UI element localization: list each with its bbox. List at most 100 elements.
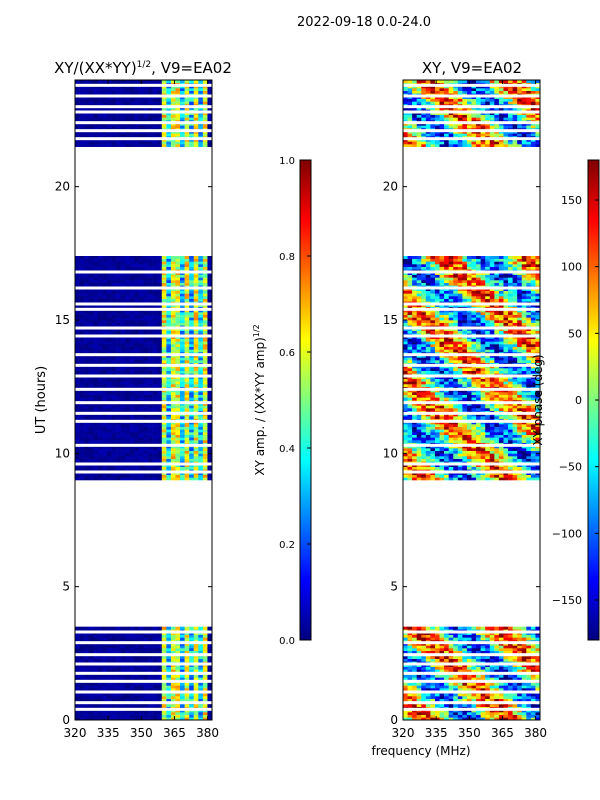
heatmap-cell [453, 698, 459, 702]
heatmap-cell [202, 434, 208, 438]
heatmap-cell [93, 349, 99, 353]
heatmap-cell [120, 296, 126, 299]
heatmap-cell [202, 397, 208, 401]
heatmap-cell [457, 704, 463, 707]
heatmap-cell [193, 637, 199, 641]
heatmap-cell [88, 714, 94, 718]
heatmap-cell [111, 141, 117, 145]
heatmap-cell [180, 458, 185, 462]
heatmap-cell [138, 437, 144, 441]
heatmap-cell [125, 322, 131, 326]
heatmap-cell [106, 696, 112, 699]
heatmap-cell [202, 298, 208, 302]
heatmap-cell [88, 293, 94, 297]
heatmap-cell [129, 674, 135, 678]
heatmap-cell [148, 117, 153, 121]
heatmap-cell [134, 682, 140, 686]
heatmap-cell [202, 634, 208, 638]
heatmap-cell [148, 101, 153, 105]
heatmap-cell [129, 280, 135, 283]
heatmap-cell [448, 666, 454, 670]
heatmap-cell [138, 637, 144, 641]
heatmap-cell [198, 277, 204, 281]
flagged-gap [75, 83, 212, 87]
heatmap-cell [193, 677, 199, 681]
heatmap-cell [161, 394, 167, 398]
heatmap-cell [88, 296, 94, 299]
heatmap-cell [134, 125, 140, 129]
heatmap-cell [521, 712, 527, 715]
heatmap-cell [157, 416, 163, 419]
heatmap-cell [138, 290, 144, 294]
heatmap-cell [84, 114, 89, 118]
heatmap-cell [97, 293, 103, 297]
heatmap-cell [93, 133, 99, 137]
heatmap-cell [111, 320, 117, 323]
heatmap-cell [512, 669, 518, 673]
heatmap-cell [116, 656, 121, 659]
heatmap-cell [75, 656, 80, 659]
heatmap-cell [93, 405, 99, 409]
heatmap-cell [111, 424, 117, 427]
heatmap-cell [161, 666, 167, 670]
heatmap-cell [175, 80, 181, 83]
heatmap-cell [180, 674, 185, 678]
heatmap-cell [494, 669, 500, 673]
heatmap-cell [403, 685, 408, 689]
heatmap-cell [93, 429, 99, 433]
heatmap-cell [189, 298, 195, 302]
heatmap-cell [193, 280, 199, 283]
heatmap-cell [88, 456, 94, 459]
heatmap-cell [517, 682, 523, 686]
heatmap-cell [129, 648, 135, 651]
heatmap-cell [193, 349, 199, 353]
heatmap-cell [79, 378, 85, 382]
heatmap-cell [184, 338, 190, 342]
heatmap-cell [466, 712, 472, 715]
heatmap-cell [166, 717, 172, 720]
heatmap-cell [166, 453, 172, 457]
heatmap-cell [116, 648, 121, 651]
heatmap-cell [88, 394, 94, 398]
heatmap-cell [189, 80, 195, 83]
heatmap-cell [152, 426, 158, 430]
heatmap-cell [193, 714, 199, 718]
heatmap-cell [106, 634, 112, 638]
heatmap-cell [508, 674, 513, 678]
heatmap-cell [116, 101, 121, 105]
heatmap-cell [180, 322, 185, 326]
heatmap-cell [129, 448, 135, 451]
heatmap-cell [75, 682, 80, 686]
heatmap-cell [102, 277, 108, 281]
heatmap-cell [170, 456, 176, 459]
heatmap-cell [421, 669, 427, 673]
heatmap-cell [403, 677, 408, 681]
heatmap-cell [189, 432, 195, 435]
heatmap-cell [198, 256, 204, 259]
heatmap-cell [152, 312, 158, 315]
heatmap-cell [430, 696, 436, 699]
heatmap-cell [189, 666, 195, 670]
heatmap-cell [189, 674, 195, 678]
heatmap-cell [75, 296, 80, 299]
heatmap-cell [425, 666, 431, 670]
heatmap-cell [498, 712, 504, 715]
heatmap-cell [129, 349, 135, 353]
heatmap-cell [138, 674, 144, 678]
heatmap-cell [93, 466, 99, 470]
heatmap-cell [138, 424, 144, 427]
heatmap-cell [125, 696, 131, 699]
heatmap-cell [84, 450, 89, 454]
heatmap-cell [184, 117, 190, 121]
heatmap-cell [125, 397, 131, 401]
heatmap-cell [166, 280, 172, 283]
heatmap-cell [120, 466, 126, 470]
heatmap-cell [166, 344, 172, 347]
flagged-gap [75, 129, 212, 133]
heatmap-cell [161, 426, 167, 430]
heatmap-cell [75, 88, 80, 91]
heatmap-cell [120, 133, 126, 137]
heatmap-cell [207, 360, 212, 363]
heatmap-cell [75, 330, 80, 334]
heatmap-cell [138, 688, 144, 691]
